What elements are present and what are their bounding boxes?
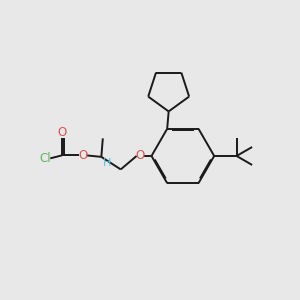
Text: O: O [136, 149, 145, 163]
Text: O: O [78, 149, 87, 162]
Text: Cl: Cl [40, 152, 51, 165]
Text: H: H [103, 158, 111, 168]
Text: O: O [57, 126, 67, 139]
